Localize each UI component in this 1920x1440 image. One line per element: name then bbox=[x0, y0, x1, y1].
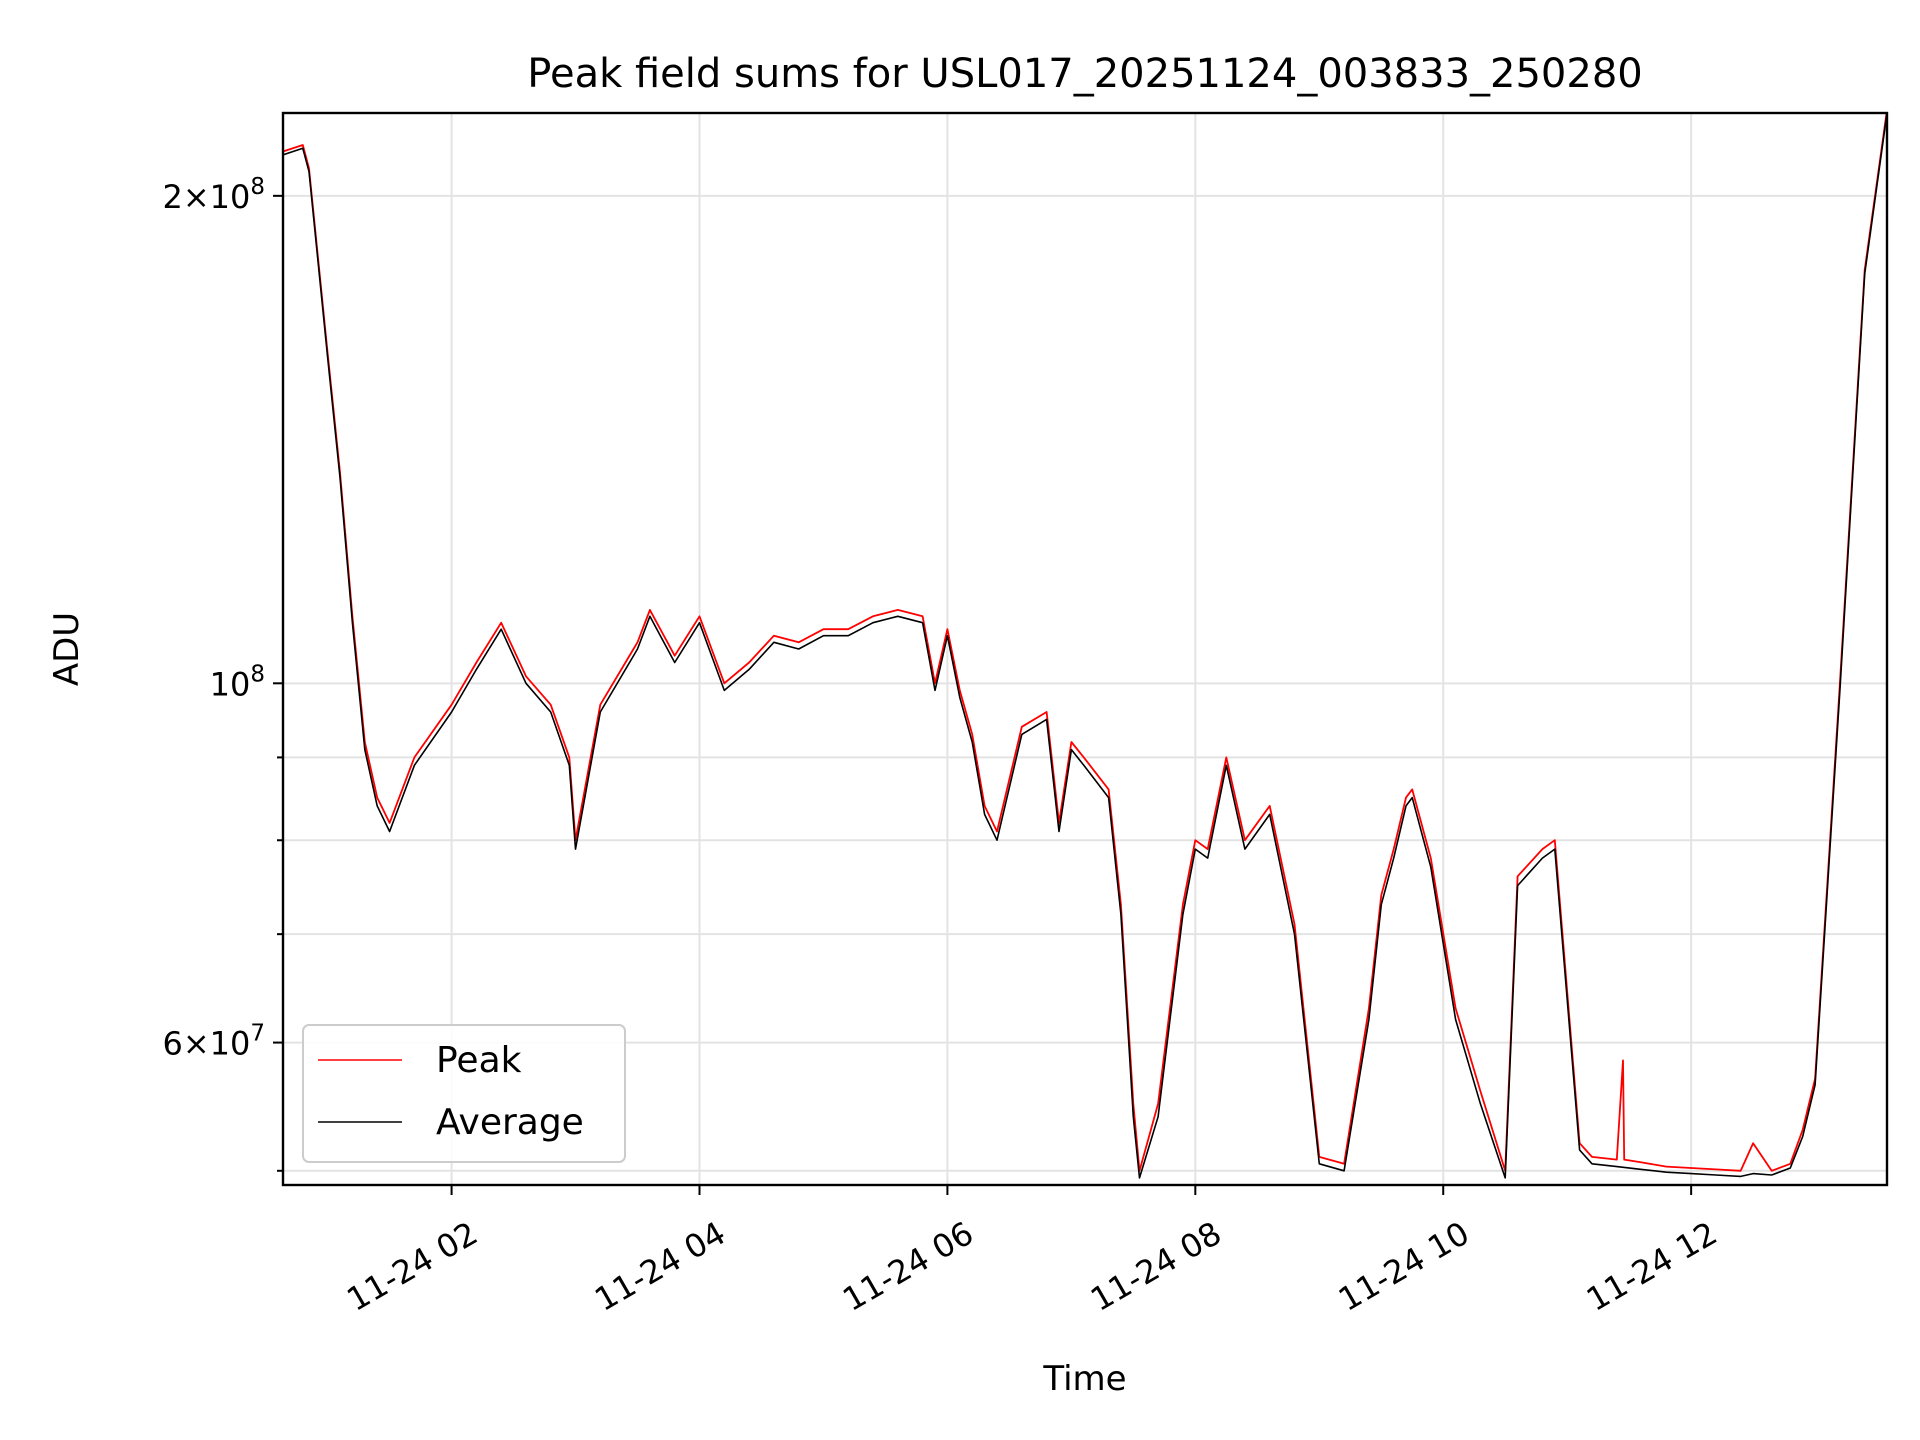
x-tick-label: 11-24 06 bbox=[836, 1214, 980, 1319]
x-tick-label: 11-24 08 bbox=[1084, 1214, 1228, 1319]
x-tick-label: 11-24 02 bbox=[340, 1214, 484, 1319]
y-tick-base: 6×10 bbox=[162, 1025, 250, 1063]
y-tick-base: 10 bbox=[210, 665, 251, 703]
y-tick-exponent: 8 bbox=[250, 174, 265, 200]
x-axis-ticks: 11-24 02 11-24 04 11-24 06 11-24 08 11-24 10… bbox=[340, 1185, 1724, 1319]
legend-label-average: Average bbox=[436, 1102, 584, 1143]
plot-frame bbox=[281, 111, 1889, 1187]
series-line-average bbox=[283, 113, 1887, 1179]
legend: Peak Average bbox=[302, 1024, 626, 1163]
y-tick-exponent: 8 bbox=[250, 661, 265, 687]
x-axis-label: Time bbox=[1042, 1359, 1126, 1399]
y-tick-label: 2×108 bbox=[162, 174, 265, 216]
y-tick-exponent: 7 bbox=[250, 1021, 265, 1047]
y-tick-base: 2×10 bbox=[162, 178, 250, 216]
legend-label-peak: Peak bbox=[436, 1040, 522, 1081]
chart-title: Peak field sums for USL017_20251124_0038… bbox=[527, 51, 1642, 97]
x-tick-label: 11-24 12 bbox=[1580, 1214, 1724, 1319]
series-line-peak bbox=[283, 113, 1887, 1172]
y-tick-label: 108 bbox=[210, 661, 265, 703]
y-tick-label: 6×107 bbox=[162, 1021, 265, 1063]
y-axis-label: ADU bbox=[47, 612, 87, 686]
x-tick-label: 11-24 04 bbox=[588, 1214, 732, 1319]
x-tick-label: 11-24 10 bbox=[1332, 1214, 1476, 1319]
plot-series bbox=[283, 113, 1887, 1179]
grid-lines bbox=[283, 113, 1887, 1185]
